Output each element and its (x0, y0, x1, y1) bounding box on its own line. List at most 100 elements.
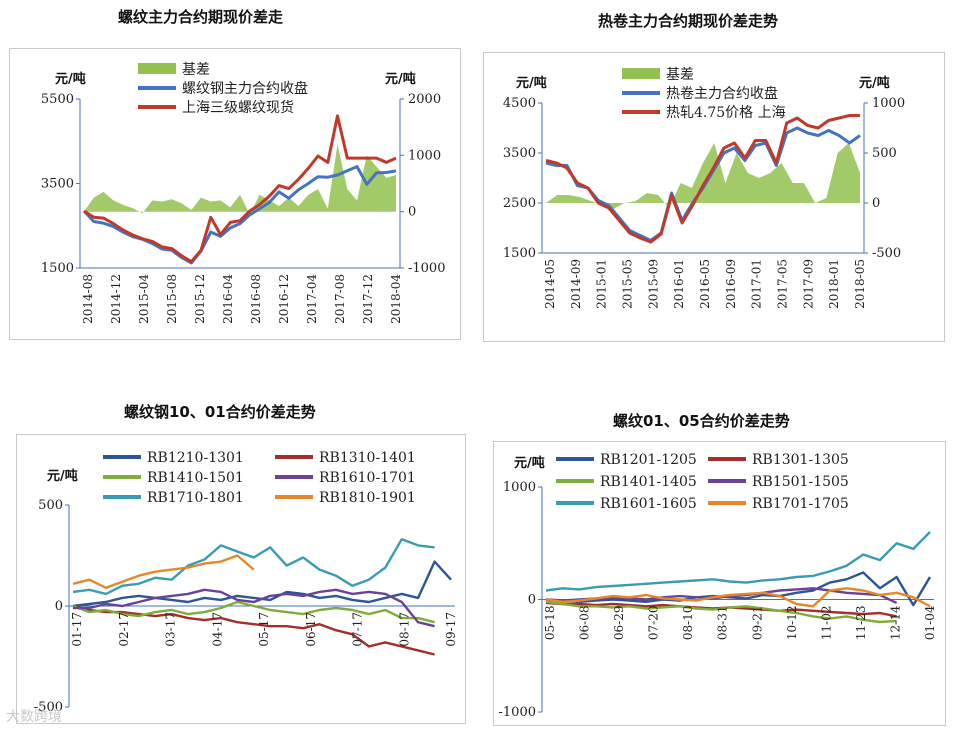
c1-xtick-label: 2015-04 (137, 274, 151, 324)
c3-ytick-label: 500 (38, 498, 63, 513)
c4-series-0-line (545, 571, 932, 607)
c2-xtick-label: 2014-09 (569, 259, 583, 309)
c2-right-unit: 元/吨 (859, 75, 890, 91)
c1-series-2-line (83, 114, 397, 264)
c1-rtick-label: 2000 (408, 92, 441, 107)
c1-ytick-label: 3500 (41, 177, 74, 192)
c2-legend-label: 基差 (666, 66, 694, 83)
c1-right-unit: 元/吨 (385, 71, 416, 87)
c1-xtick-label: 2014-12 (109, 274, 123, 324)
c2-ytick-label: 2500 (503, 196, 536, 211)
chart2-title: 热卷主力合约期现价差走势 (598, 12, 779, 30)
c2-rtick-label: 1000 (872, 96, 905, 111)
c2-xtick-label: 2015-05 (621, 259, 635, 309)
c4-legend-label: RB1301-1305 (752, 452, 849, 468)
c1-xtick-label: 2014-08 (81, 274, 95, 324)
c4-xtick-label: 11-23 (854, 606, 868, 641)
c1-xtick-label: 2015-08 (165, 274, 179, 324)
c3-series-1-line (72, 604, 435, 656)
c3-series-3-line (73, 588, 435, 628)
c4-series-5-line (545, 587, 931, 608)
c2-left-unit: 元/吨 (516, 75, 547, 91)
c4-left-unit: 元/吨 (514, 455, 545, 471)
c1-rtick-label: 1000 (408, 148, 441, 163)
c4-xtick-label: 08-10 (681, 606, 695, 641)
c3-legend-label: RB1310-1401 (319, 450, 416, 466)
c4-xtick-label: 08-31 (716, 606, 730, 641)
c2-legend-label: 热轧4.75价格 上海 (666, 105, 786, 121)
c2-series-0-area (546, 143, 860, 209)
chart4-plot: 1000 0 -1000 元/吨 05-18 06-08 06-29 07-20 08-10 08… (499, 452, 937, 720)
c3-xtick-label: 03-17 (164, 612, 178, 647)
c3-legend-label: RB1610-1701 (319, 470, 416, 486)
c4-xtick-label: 01-04 (923, 605, 937, 640)
c4-legend-label: RB1201-1205 (600, 452, 697, 468)
c3-xtick-label: 05-17 (257, 612, 271, 647)
chart1-panel: 5500 3500 1500 2000 1000 0 -1000 元/吨 元/吨 2014-08 2… (9, 48, 461, 340)
c2-ytick-label: 1500 (503, 246, 536, 261)
c1-xtick-label: 2016-12 (277, 274, 291, 324)
c3-legend-label: RB1410-1501 (147, 470, 244, 486)
c3-series-5-line (72, 554, 255, 590)
chart3-plot: 500 0 -500 元/吨 01-17 02-17 03-17 04-17 05-17 06-1… (34, 450, 458, 715)
c4-ytick-label: 0 (528, 593, 536, 608)
c1-ytick-label: 5500 (41, 92, 74, 107)
c2-rtick-label: 500 (872, 146, 897, 161)
c3-xtick-label: 01-17 (70, 612, 84, 647)
c3-xtick-label: 09-17 (444, 612, 458, 647)
watermark: 大数跨境 (6, 709, 62, 725)
c4-ytick-label: 1000 (503, 480, 536, 495)
c1-xtick-label: 2016-08 (249, 274, 263, 324)
c1-series-1-line (82, 165, 397, 265)
chart1-plot: 5500 3500 1500 2000 1000 0 -1000 元/吨 元/吨 2014-08 2… (41, 61, 446, 324)
chart2-plot: 4500 3500 2500 1500 1000 500 0 -500 元/吨 元/吨 2014-0… (503, 66, 905, 309)
c2-xtick-label: 2016-05 (698, 259, 712, 309)
c4-series-2-line (545, 600, 897, 624)
c2-xtick-label: 2017-09 (801, 259, 815, 309)
c1-left-unit: 元/吨 (55, 71, 86, 87)
c3-legend-label: RB1810-1901 (319, 490, 416, 506)
c1-legend-label: 基差 (182, 61, 210, 78)
c1-legend-swatch (138, 63, 176, 74)
c4-xtick-label: 11-02 (819, 606, 833, 641)
c1-xtick-label: 2016-04 (221, 274, 235, 324)
c2-xtick-label: 2018-01 (827, 259, 841, 309)
c1-series-0-area (84, 144, 396, 215)
c2-ytick-label: 3500 (503, 146, 536, 161)
chart2-panel: 4500 3500 2500 1500 1000 500 0 -500 元/吨 元/吨 2014-0… (483, 52, 945, 342)
c1-xtick-label: 2017-08 (333, 274, 347, 324)
c3-ytick-label: 0 (55, 599, 63, 614)
c4-series-4-line (545, 531, 931, 592)
c1-xtick-label: 2015-12 (193, 274, 207, 324)
c2-xtick-label: 2015-01 (595, 259, 609, 309)
c4-legend-label: RB1401-1405 (600, 474, 697, 490)
chart4-panel: 1000 0 -1000 元/吨 05-18 06-08 06-29 07-20 08-10 08… (493, 441, 946, 726)
chart1-title: 螺纹主力合约期现价差走 (118, 8, 284, 26)
c2-xtick-label: 2015-09 (646, 259, 660, 309)
c2-xtick-label: 2017-05 (776, 259, 790, 309)
c4-ytick-label: -1000 (499, 705, 536, 720)
c3-xtick-label: 02-17 (117, 612, 131, 647)
c3-xtick-label: 07-17 (351, 612, 365, 647)
c3-left-unit: 元/吨 (47, 468, 78, 484)
c4-xtick-label: 10-12 (785, 606, 799, 641)
c2-xtick-label: 2017-01 (750, 259, 764, 309)
c2-series-2-line (545, 114, 860, 244)
c2-xtick-label: 2018-05 (853, 259, 867, 309)
c2-rtick-label: -500 (872, 246, 901, 261)
c4-xtick-label: 05-18 (543, 606, 557, 641)
c3-series-4-line (72, 538, 435, 596)
chart4-title: 螺纹01、05合约价差走势 (613, 412, 790, 430)
c4-xtick-label: 06-08 (578, 606, 592, 641)
c3-legend-label: RB1710-1801 (147, 490, 244, 506)
c3-xtick-label: 06-17 (304, 612, 318, 647)
c4-xtick-label: 12-14 (888, 605, 902, 640)
c1-rtick-label: -1000 (408, 261, 445, 276)
c2-legend-label: 热卷主力合约收盘 (666, 85, 778, 102)
c2-xtick-label: 2016-09 (724, 259, 738, 309)
c1-ytick-label: 1500 (41, 261, 74, 276)
c1-legend-label: 螺纹钢主力合约收盘 (182, 80, 308, 97)
c3-ytick-label: -500 (34, 700, 63, 715)
c2-legend-swatch (622, 68, 660, 79)
c4-legend-label: RB1701-1705 (752, 496, 849, 512)
